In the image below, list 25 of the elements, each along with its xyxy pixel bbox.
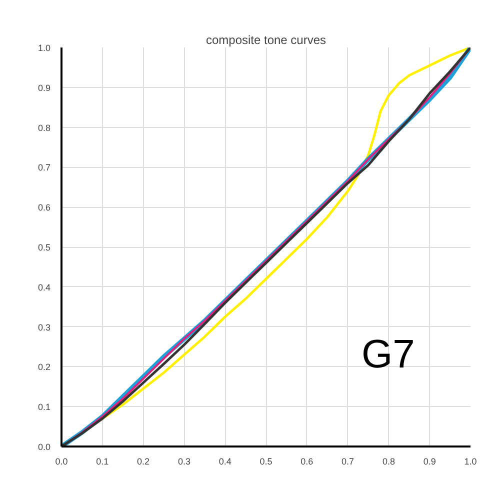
x-tick-label: 1.0 bbox=[464, 456, 477, 466]
y-tick-label: 0.6 bbox=[38, 202, 51, 213]
x-tick-label: 0.8 bbox=[382, 456, 395, 466]
y-tick-label: 0.8 bbox=[38, 122, 51, 133]
y-tick-label: 0.7 bbox=[38, 162, 51, 173]
y-tick-label: 0.4 bbox=[38, 282, 51, 292]
x-tick-label: 0.5 bbox=[260, 456, 272, 466]
x-tick-label: 0.1 bbox=[96, 456, 109, 466]
y-tick-label: 0.2 bbox=[38, 362, 51, 372]
chart-title: composite tone curves bbox=[206, 33, 326, 47]
y-tick-label: 0.5 bbox=[38, 242, 51, 252]
x-tick-label: 0.3 bbox=[178, 456, 190, 466]
x-tick-label: 0.0 bbox=[55, 456, 68, 466]
x-tick-label: 0.6 bbox=[300, 456, 314, 466]
line-series bbox=[62, 48, 470, 446]
x-tick-label: 0.7 bbox=[342, 456, 354, 466]
x-tick-label: 0.4 bbox=[218, 456, 232, 466]
annotation: G7 bbox=[362, 332, 415, 376]
x-tick-label: 0.9 bbox=[423, 456, 436, 466]
y-tick-label: 0.3 bbox=[38, 322, 51, 332]
y-tick-label: 1.0 bbox=[38, 43, 51, 53]
y-tick-label: 0.1 bbox=[38, 402, 51, 412]
y-tick-label: 0.0 bbox=[38, 442, 51, 452]
y-tick-label: 0.9 bbox=[38, 82, 51, 93]
x-tick-label: 0.2 bbox=[137, 456, 150, 466]
